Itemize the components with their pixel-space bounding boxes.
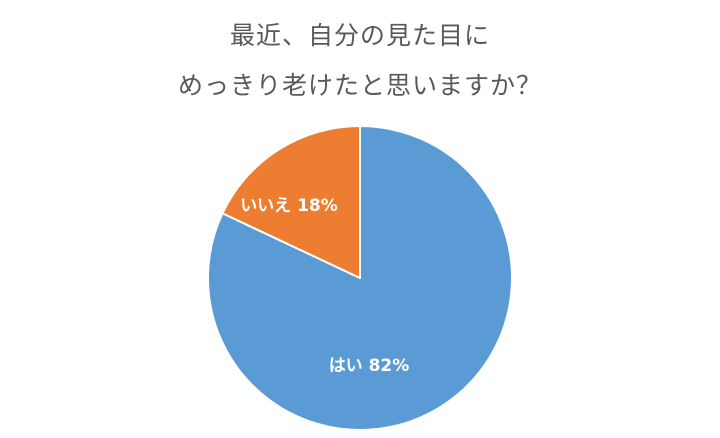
pie-labels: はい 82% いいえ 18% [240, 196, 409, 376]
pie-slices [207, 125, 513, 431]
slice-label-no: いいえ 18% [240, 196, 338, 216]
chart-title-line-1: 最近、自分の見た目に [229, 21, 490, 50]
slice-label-yes: はい 82% [329, 356, 410, 376]
pie-slice-no [221, 125, 361, 279]
chart-title-line-2: めっきり老けたと思いますか？ [177, 71, 542, 100]
